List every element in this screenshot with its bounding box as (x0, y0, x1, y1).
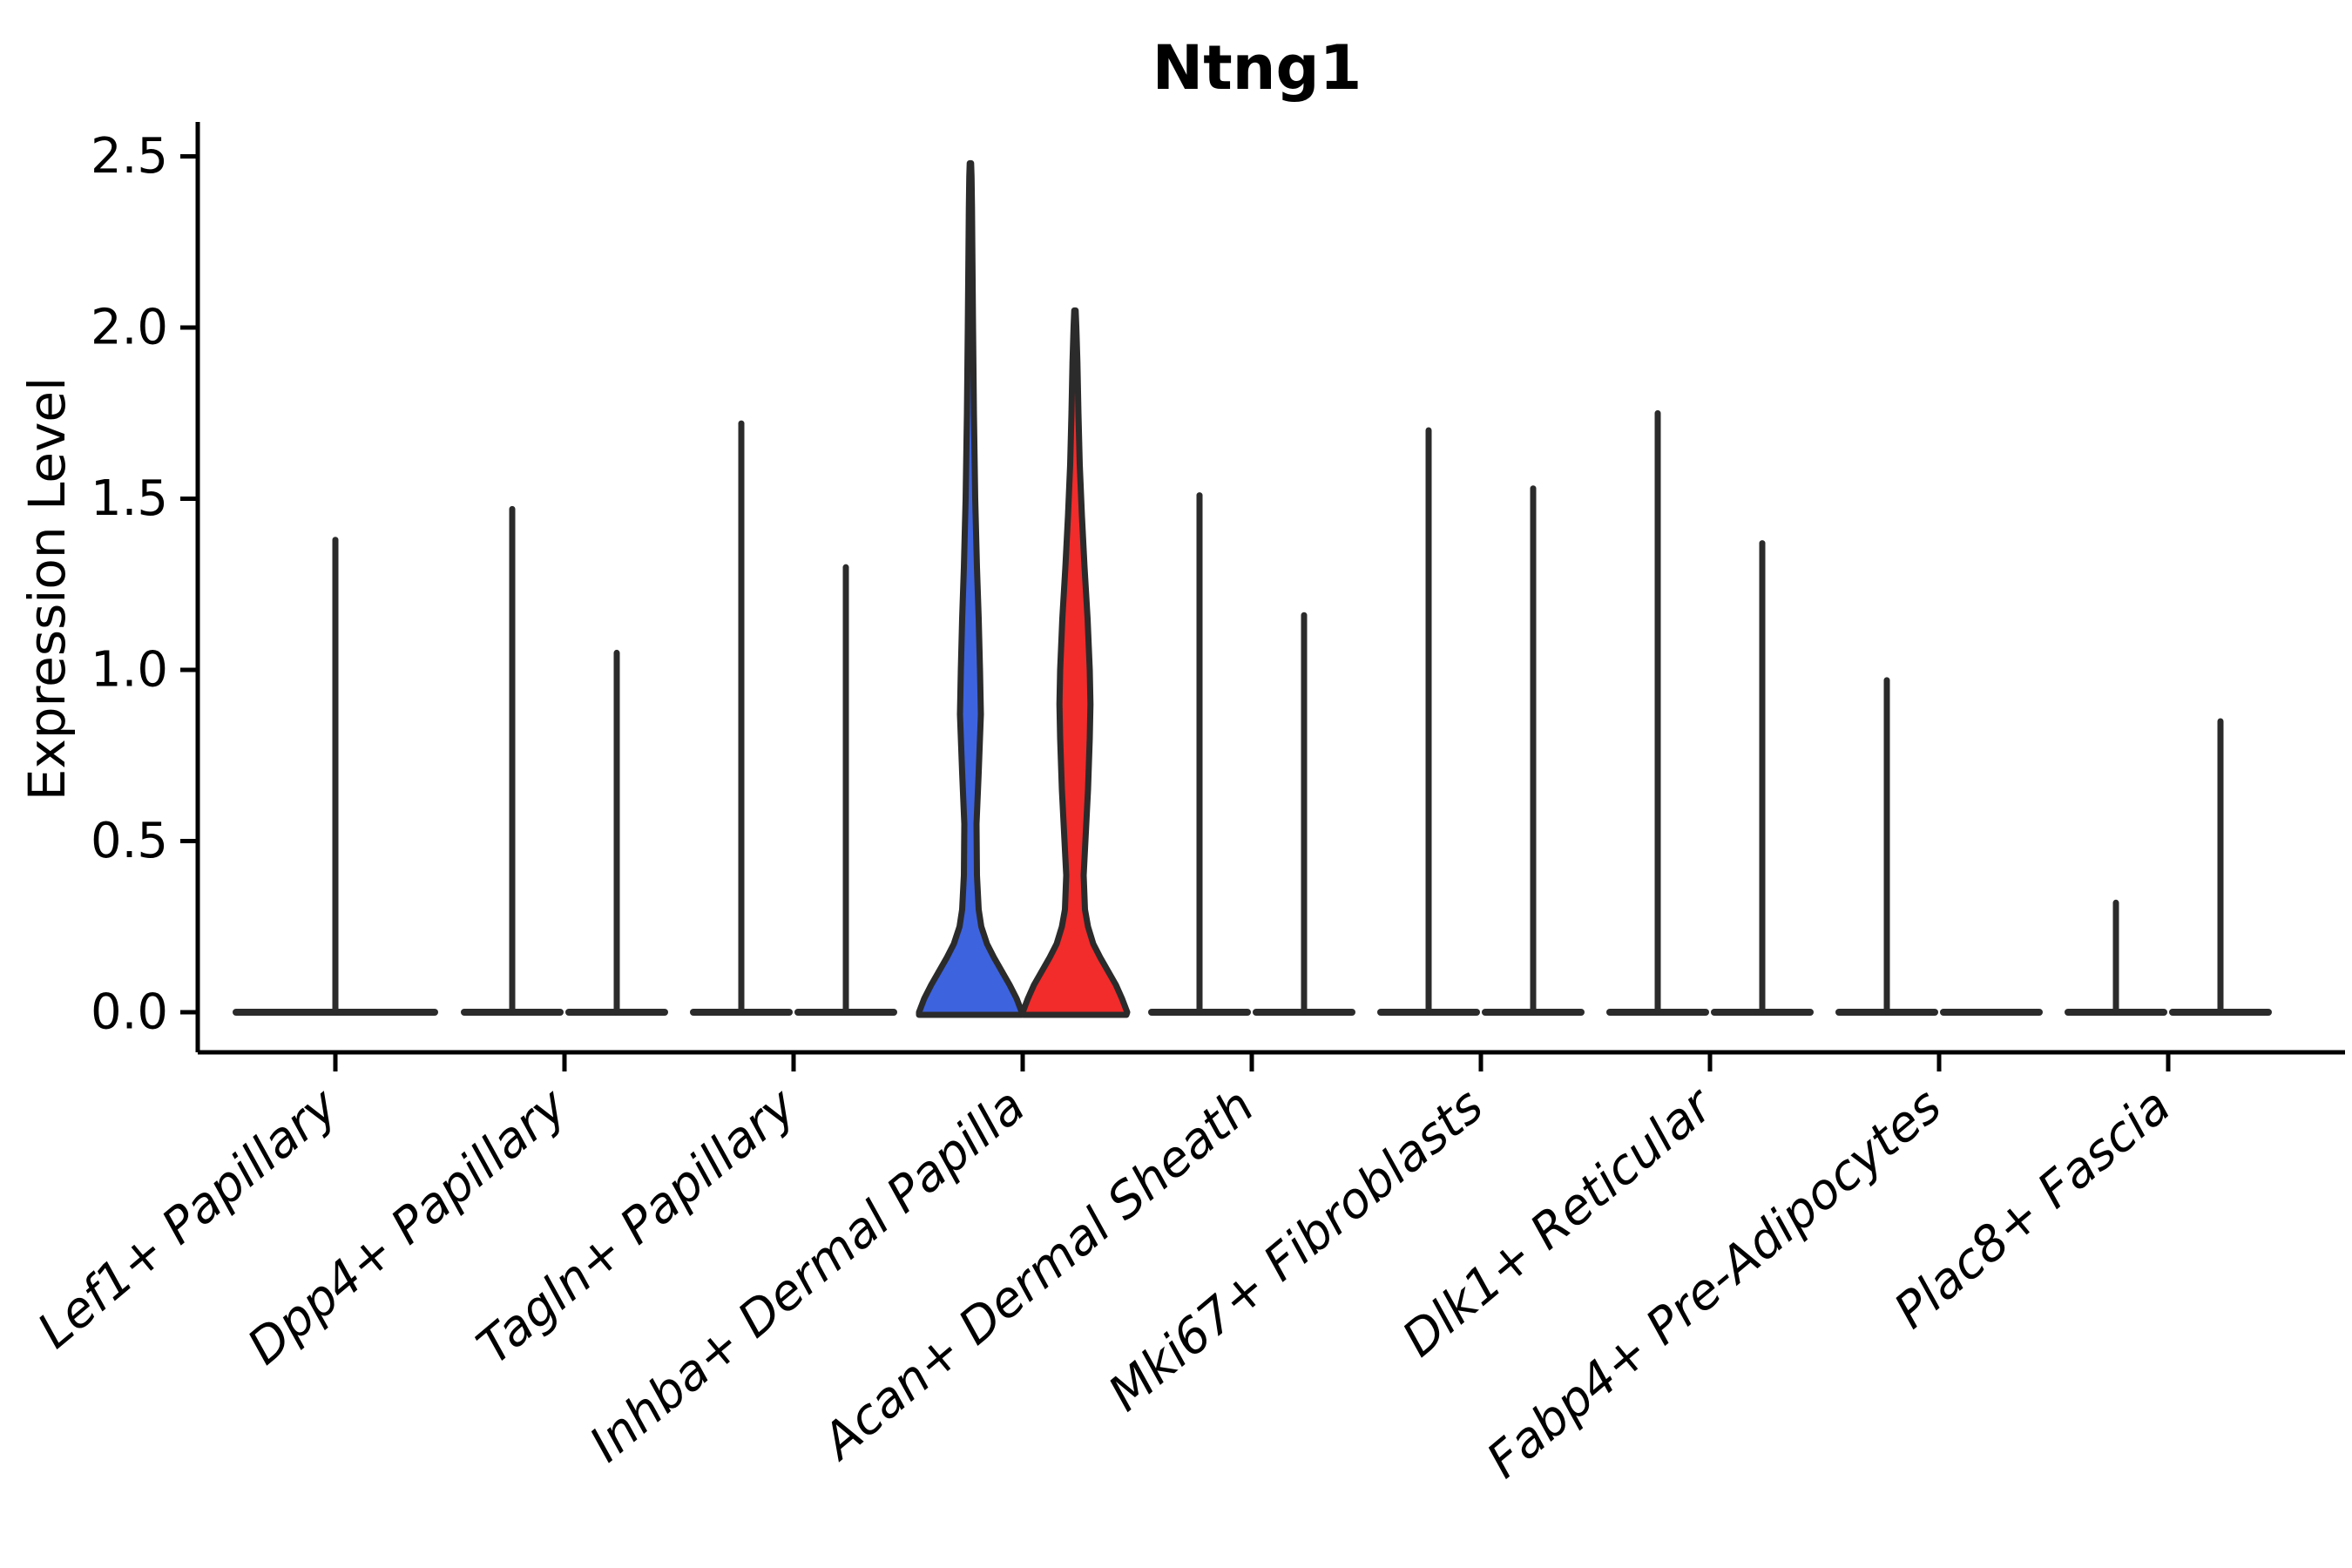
y-axis-ticks: 0.0 0.5 1.0 1.5 2.0 2.5 (91, 128, 198, 1041)
x-tick-label: Inhba+ Dermal Papilla (579, 1078, 1036, 1473)
y-tick-label: 0.0 (91, 984, 168, 1041)
x-tick-label: Mki67+ Fibroblasts (1098, 1078, 1494, 1423)
violins-layer (233, 159, 2272, 1018)
y-axis-label: Expression Level (17, 377, 77, 801)
x-axis-ticks (333, 1052, 2171, 1071)
y-tick-label: 2.0 (91, 300, 168, 356)
x-tick-label: Fabp4+ Pre-Adipocytes (1477, 1078, 1952, 1490)
y-tick-label: 1.0 (91, 642, 168, 699)
violin-body (1019, 307, 1131, 1018)
plot-title: Ntng1 (1152, 32, 1362, 104)
violin-body (916, 159, 1025, 1018)
x-tick-label: Acan+ Dermal Sheath (810, 1078, 1265, 1472)
y-tick-label: 2.5 (91, 128, 168, 185)
y-tick-label: 1.5 (91, 470, 168, 527)
y-tick-label: 0.5 (91, 813, 168, 869)
